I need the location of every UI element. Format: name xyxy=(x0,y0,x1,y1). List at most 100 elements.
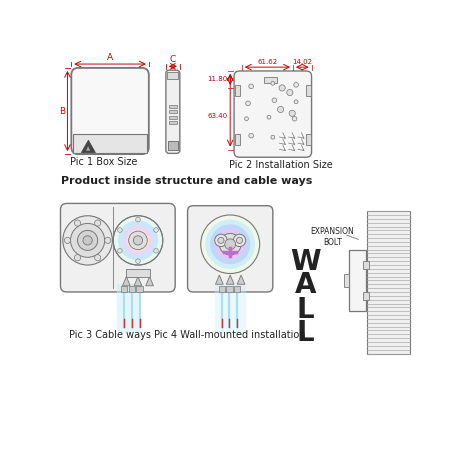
Circle shape xyxy=(129,231,147,249)
Bar xyxy=(168,141,178,150)
Circle shape xyxy=(78,230,98,250)
FancyBboxPatch shape xyxy=(234,71,312,157)
Circle shape xyxy=(249,84,253,89)
Circle shape xyxy=(201,215,260,274)
Bar xyxy=(363,261,369,269)
Circle shape xyxy=(136,259,140,264)
Bar xyxy=(169,110,177,113)
Circle shape xyxy=(154,248,158,253)
Circle shape xyxy=(236,238,243,243)
Circle shape xyxy=(205,219,255,269)
Bar xyxy=(169,105,177,108)
Circle shape xyxy=(63,216,112,265)
Circle shape xyxy=(74,220,81,226)
Circle shape xyxy=(272,98,277,102)
Circle shape xyxy=(136,217,140,222)
Circle shape xyxy=(132,234,144,247)
Circle shape xyxy=(271,81,275,85)
FancyBboxPatch shape xyxy=(166,70,180,153)
Polygon shape xyxy=(146,277,153,286)
Circle shape xyxy=(219,233,241,255)
Bar xyxy=(234,286,240,292)
FancyBboxPatch shape xyxy=(188,206,273,292)
Bar xyxy=(349,249,366,311)
Bar xyxy=(169,121,177,124)
Bar xyxy=(129,286,135,292)
Bar xyxy=(218,286,225,292)
Text: A: A xyxy=(295,271,316,299)
Circle shape xyxy=(294,82,298,87)
Circle shape xyxy=(219,233,241,255)
Circle shape xyxy=(64,238,71,243)
Polygon shape xyxy=(134,277,142,286)
Circle shape xyxy=(95,255,101,261)
Circle shape xyxy=(118,220,158,260)
Circle shape xyxy=(294,100,298,104)
Circle shape xyxy=(215,229,246,259)
Circle shape xyxy=(289,110,295,117)
Polygon shape xyxy=(237,275,245,284)
Text: 11.80: 11.80 xyxy=(207,77,228,82)
Text: Pic 2 Installation Size: Pic 2 Installation Size xyxy=(229,160,332,170)
Circle shape xyxy=(118,248,122,253)
Circle shape xyxy=(123,225,153,256)
Bar xyxy=(344,274,349,287)
Circle shape xyxy=(210,224,250,264)
Circle shape xyxy=(83,236,92,245)
Text: W: W xyxy=(290,248,321,276)
Circle shape xyxy=(267,115,271,119)
Circle shape xyxy=(225,239,235,249)
Text: A: A xyxy=(107,53,113,62)
Text: 63.40: 63.40 xyxy=(208,113,228,119)
Text: C: C xyxy=(170,55,176,64)
Circle shape xyxy=(133,236,143,245)
Circle shape xyxy=(287,89,293,96)
Circle shape xyxy=(113,216,163,265)
Text: Product inside structure and cable ways: Product inside structure and cable ways xyxy=(61,176,313,186)
Bar xyxy=(235,85,240,96)
Circle shape xyxy=(154,228,158,232)
Circle shape xyxy=(118,228,122,232)
Circle shape xyxy=(249,133,253,138)
Text: Pic 1 Box Size: Pic 1 Box Size xyxy=(70,157,138,167)
Circle shape xyxy=(95,220,101,226)
Circle shape xyxy=(233,234,246,247)
Circle shape xyxy=(74,255,81,261)
Bar xyxy=(136,286,143,292)
Bar xyxy=(73,134,147,153)
Bar xyxy=(226,286,233,292)
Circle shape xyxy=(218,238,224,243)
Text: Pic 3 Cable ways: Pic 3 Cable ways xyxy=(69,330,151,340)
Text: EXPANSION
BOLT: EXPANSION BOLT xyxy=(311,227,354,248)
Circle shape xyxy=(215,234,227,247)
Bar xyxy=(168,72,178,79)
Polygon shape xyxy=(81,140,95,153)
Bar xyxy=(235,134,240,145)
Circle shape xyxy=(271,135,275,139)
Bar xyxy=(306,134,311,145)
Circle shape xyxy=(245,117,248,120)
Polygon shape xyxy=(226,275,234,284)
Text: 14.02: 14.02 xyxy=(292,59,312,65)
Bar xyxy=(121,286,127,292)
Bar xyxy=(306,85,311,96)
Bar xyxy=(169,116,177,119)
Circle shape xyxy=(127,229,149,251)
Text: L: L xyxy=(297,319,314,347)
Text: L: L xyxy=(297,296,314,324)
Circle shape xyxy=(105,238,111,243)
Circle shape xyxy=(246,101,250,106)
Text: 61.62: 61.62 xyxy=(257,59,277,65)
FancyBboxPatch shape xyxy=(71,68,149,154)
Polygon shape xyxy=(123,277,130,286)
Polygon shape xyxy=(215,275,223,284)
Text: Pic 4 Wall-mounted installation: Pic 4 Wall-mounted installation xyxy=(154,330,306,340)
Bar xyxy=(363,292,369,300)
Circle shape xyxy=(292,117,297,121)
Text: B: B xyxy=(59,107,65,116)
FancyBboxPatch shape xyxy=(61,203,175,292)
Bar xyxy=(263,77,278,83)
Circle shape xyxy=(71,223,105,258)
Circle shape xyxy=(224,238,236,250)
Bar xyxy=(367,211,410,354)
